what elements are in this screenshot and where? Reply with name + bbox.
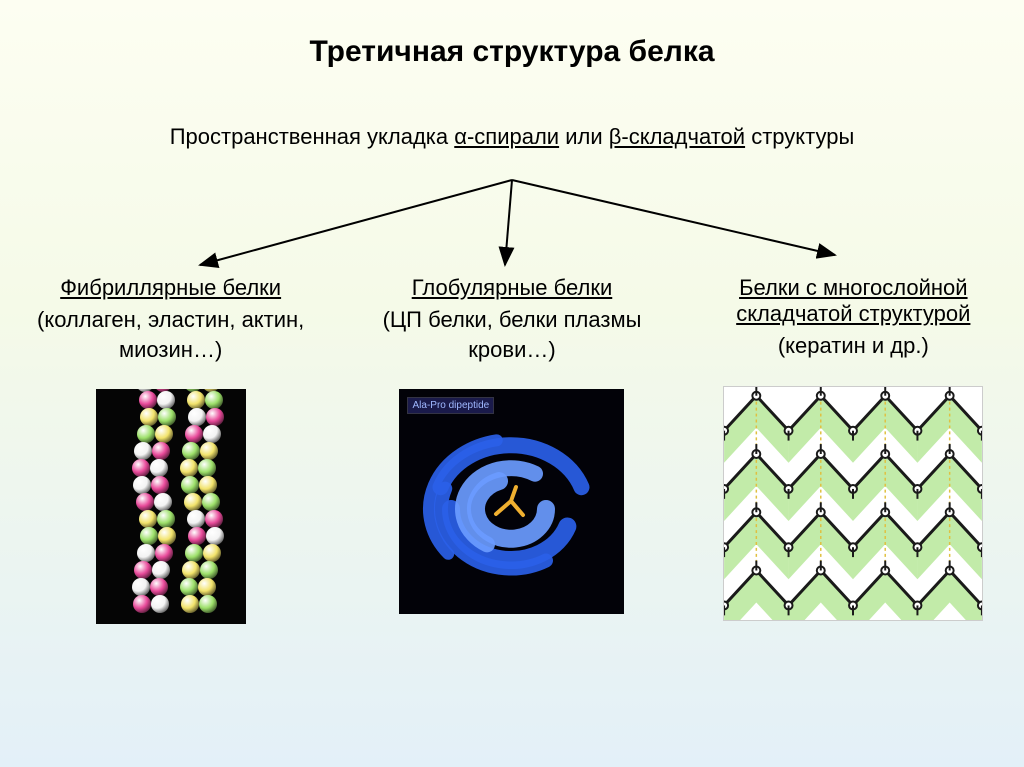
subtitle: Пространственная укладка α-спирали или β… (0, 124, 1024, 150)
subtitle-beta: β-складчатой (609, 124, 745, 149)
column-globular: Глобулярные белки (ЦП белки, белки плазм… (362, 275, 662, 614)
column-multilayer: Белки с многослойной складчатой структур… (703, 275, 1003, 621)
globular-header: Глобулярные белки (362, 275, 662, 301)
globular-ribbon-svg (399, 389, 624, 614)
globular-desc: (ЦП белки, белки плазмы крови…) (362, 305, 662, 364)
multilayer-header: Белки с многослойной складчатой структур… (703, 275, 1003, 327)
globular-image-label: Ala-Pro dipeptide (407, 397, 494, 414)
fibrillar-header: Фибриллярные белки (21, 275, 321, 301)
subtitle-alpha: α-спирали (454, 124, 559, 149)
column-fibrillar: Фибриллярные белки (коллаген, эластин, а… (21, 275, 321, 624)
sheet-image (723, 386, 983, 621)
page-title: Третичная структура белка (0, 0, 1024, 69)
globular-image: Ala-Pro dipeptide (399, 389, 624, 614)
columns-row: Фибриллярные белки (коллаген, эластин, а… (0, 275, 1024, 624)
subtitle-suffix: структуры (745, 124, 854, 149)
subtitle-middle: или (559, 124, 609, 149)
sheet-svg (724, 387, 982, 620)
fibrillar-image (96, 389, 246, 624)
fibrillar-desc: (коллаген, эластин, актин, миозин…) (21, 305, 321, 364)
multilayer-desc: (кератин и др.) (703, 331, 1003, 361)
subtitle-prefix: Пространственная укладка (170, 124, 455, 149)
